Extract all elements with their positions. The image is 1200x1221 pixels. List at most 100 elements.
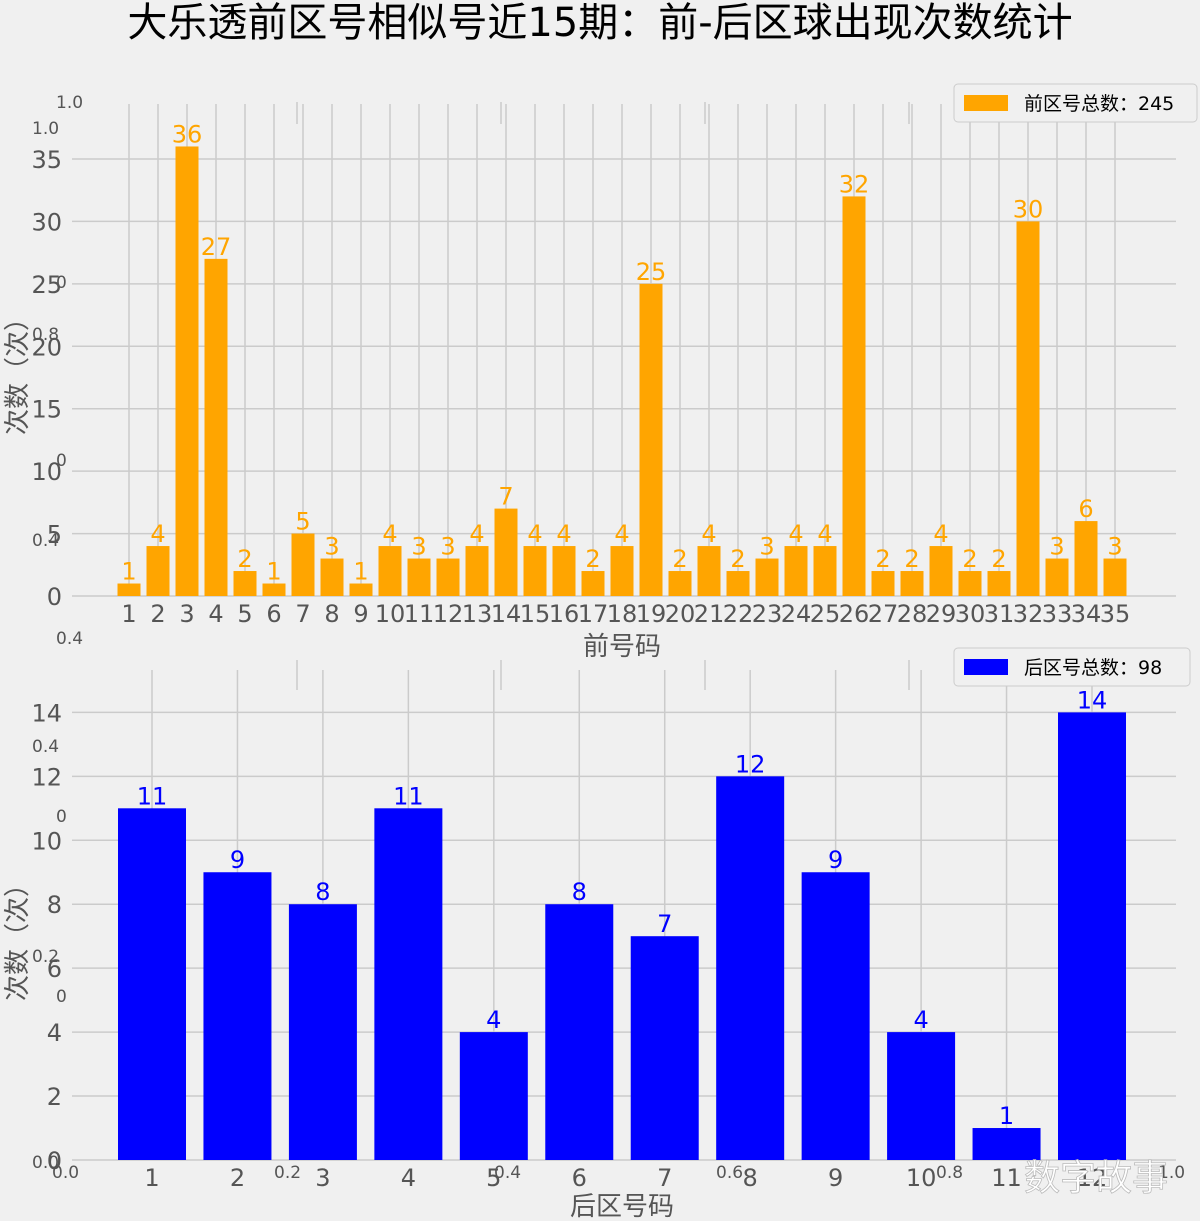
front-bar-value-label: 25: [636, 258, 667, 286]
front-bar: [987, 571, 1011, 596]
front-bar: [1045, 558, 1069, 596]
back-y-tick-label: 6: [47, 955, 62, 983]
front-x-tick-label: 16: [549, 600, 580, 628]
back-x-tick-label: 8: [743, 1164, 758, 1192]
back-y-tick-label: 0: [47, 1147, 62, 1175]
front-bar-value-label: 1: [353, 558, 368, 586]
front-x-tick-label: 2: [150, 600, 165, 628]
back-bar-value-label: 4: [486, 1006, 501, 1034]
front-bar: [465, 546, 489, 596]
front-bars: [117, 146, 1127, 596]
front-x-tick-label: 7: [295, 600, 310, 628]
front-x-tick-label: 33: [1042, 600, 1073, 628]
front-bar: [726, 571, 750, 596]
front-bar-value-label: 2: [237, 545, 252, 573]
front-bar: [291, 533, 315, 596]
front-bar: [494, 508, 518, 596]
front-bar-value-label: 3: [411, 533, 426, 561]
back-bar-value-label: 9: [828, 846, 843, 874]
back-x-ticks: 1 2 3 4 5 6 7 8 9 10 11 12: [144, 1164, 1107, 1192]
front-legend-box: [953, 83, 1198, 123]
front-bar: [900, 571, 924, 596]
front-x-tick-label: 25: [810, 600, 841, 628]
front-y-tick-label: 10: [31, 458, 62, 486]
front-x-tick-label: 5: [237, 600, 252, 628]
front-x-tick-label: 6: [266, 600, 281, 628]
ghost-axis-label: 0: [56, 273, 67, 293]
front-bar: [552, 546, 576, 596]
ghost-axis-label: 0.0: [32, 1153, 59, 1173]
front-bar: [871, 571, 895, 596]
front-x-tick-label: 22: [723, 600, 754, 628]
front-bar-value-label: 4: [933, 520, 948, 548]
front-bar-value-label: 2: [875, 545, 890, 573]
front-x-tick-label: 19: [636, 600, 667, 628]
front-bar: [175, 146, 199, 596]
back-bar: [716, 776, 785, 1160]
front-x-tick-label: 34: [1071, 600, 1102, 628]
ghost-axis-label: 0.2: [274, 1163, 301, 1183]
back-y-ticks: 0 2 4 6 8 10 12 14: [31, 699, 62, 1175]
back-x-tick-label: 12: [1077, 1164, 1108, 1192]
back-legend-box: [953, 647, 1191, 687]
front-bar: [697, 546, 721, 596]
front-bar-value-label: 4: [382, 520, 397, 548]
front-grid: [72, 104, 1176, 597]
front-bar: [204, 258, 228, 596]
front-y-ticks: 0 5 10 15 20 25 30 35: [31, 146, 62, 611]
front-x-tick-label: 14: [491, 600, 522, 628]
front-x-tick-label: 32: [1013, 600, 1044, 628]
front-bar-value-label: 1: [121, 558, 136, 586]
back-bar: [801, 872, 870, 1160]
front-bar: [1074, 521, 1098, 596]
front-bar-value-label: 3: [759, 533, 774, 561]
front-bar-value-label: 4: [614, 520, 629, 548]
chart-title: 大乐透前区号相似号近15期：前-后区球出现次数统计: [127, 0, 1072, 46]
back-x-tick-label: 10: [906, 1164, 937, 1192]
front-bar-value-label: 2: [991, 545, 1006, 573]
back-x-axis-label: 后区号码: [570, 1192, 674, 1221]
front-y-tick-label: 25: [31, 271, 62, 299]
ghost-axis-label: 1.0: [1158, 1163, 1185, 1183]
front-legend-label: 前区号总数：245: [1024, 93, 1174, 115]
front-y-tick-label: 15: [31, 396, 62, 424]
front-x-tick-label: 10: [375, 600, 406, 628]
back-bar: [630, 936, 699, 1160]
front-x-tick-label: 29: [926, 600, 957, 628]
front-bar-value-label: 4: [469, 520, 484, 548]
front-bar-value-label: 4: [817, 520, 832, 548]
front-bar: [639, 283, 663, 596]
front-bar-value-label: 4: [701, 520, 716, 548]
front-y-tick-label: 0: [47, 583, 62, 611]
ghost-axis-label: 0.0: [52, 1163, 79, 1183]
ghost-axes: 1.01.000.800.40.40.400.200.00.0 0.2 0.4 0.6…: [32, 93, 1185, 1183]
front-bar: [378, 546, 402, 596]
back-bar-value-label: 9: [230, 846, 245, 874]
front-x-tick-label: 15: [520, 600, 551, 628]
front-y-tick-label: 20: [31, 333, 62, 361]
front-bar: [958, 571, 982, 596]
front-bar: [668, 571, 692, 596]
front-y-tick-label: 30: [31, 208, 62, 236]
front-bar-value-label: 3: [324, 533, 339, 561]
ghost-axis-label: 0: [56, 807, 67, 827]
front-bar: [436, 558, 460, 596]
front-bar-value-label: 2: [904, 545, 919, 573]
front-x-tick-label: 26: [839, 600, 870, 628]
front-x-tick-label: 12: [433, 600, 464, 628]
front-bar: [610, 546, 634, 596]
back-bar: [972, 1128, 1041, 1160]
front-bar-value-label: 32: [839, 170, 870, 198]
back-y-tick-label: 12: [31, 763, 62, 791]
back-bar-value-label: 8: [315, 878, 330, 906]
front-bar: [233, 571, 257, 596]
ghost-axis-label: 0.6: [716, 1163, 743, 1183]
front-legend: 前区号总数：245: [953, 83, 1198, 123]
back-bar-value-label: 12: [735, 750, 766, 778]
back-x-tick-label: 11: [991, 1164, 1022, 1192]
front-x-tick-label: 4: [208, 600, 223, 628]
back-bar-value-label: 11: [137, 782, 168, 810]
back-bar: [1058, 712, 1126, 1160]
